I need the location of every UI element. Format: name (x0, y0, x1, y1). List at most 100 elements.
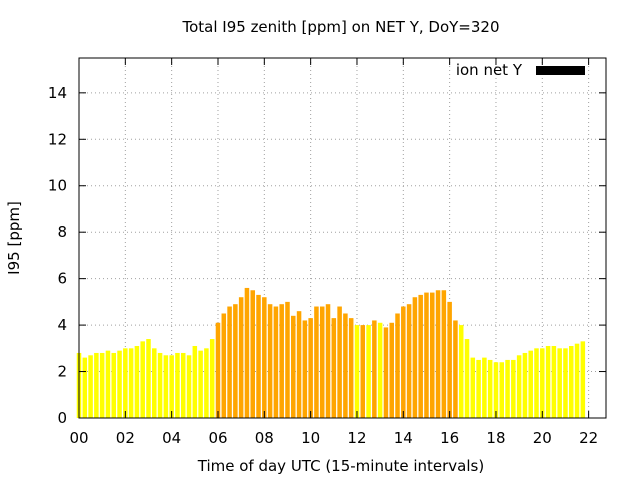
bar (198, 350, 203, 418)
bar (157, 352, 163, 418)
bar (302, 320, 308, 418)
x-tick-label: 02 (116, 429, 135, 447)
bar (487, 359, 493, 418)
x-tick-label: 04 (162, 429, 181, 447)
bar (522, 352, 528, 418)
bar (568, 346, 574, 418)
x-tick-label: 08 (255, 429, 274, 447)
bar (192, 346, 198, 418)
bar (360, 325, 366, 418)
bar (88, 355, 93, 418)
bar (215, 322, 221, 418)
bar (296, 311, 302, 418)
bar (204, 348, 209, 418)
bar (94, 352, 99, 418)
bar (331, 318, 337, 418)
bar (152, 348, 157, 418)
bar (238, 297, 244, 418)
y-tick-label: 6 (57, 270, 67, 288)
x-tick-label: 20 (533, 429, 552, 447)
x-tick-label: 00 (69, 429, 88, 447)
bar (221, 313, 227, 418)
y-tick-label: 12 (48, 130, 67, 148)
bar (82, 357, 88, 418)
bar (343, 313, 348, 418)
bar (308, 318, 313, 418)
bar (279, 304, 284, 418)
bar (105, 350, 111, 418)
bar (389, 322, 394, 418)
x-tick-label: 16 (440, 429, 459, 447)
bar (348, 318, 354, 418)
bar (435, 290, 441, 418)
legend-label: ion net Y (456, 61, 523, 79)
bar (406, 304, 412, 418)
bar (499, 362, 505, 418)
bar (441, 290, 447, 418)
bar (250, 290, 255, 418)
bar (447, 301, 452, 418)
y-tick-label: 10 (48, 177, 67, 195)
bar (418, 294, 423, 418)
bar (464, 339, 470, 418)
bar (430, 292, 435, 418)
bar (140, 341, 145, 418)
bar (563, 348, 568, 418)
bar (256, 294, 261, 418)
bar (117, 350, 122, 418)
bar (169, 355, 174, 418)
x-tick-label: 06 (208, 429, 227, 447)
axes (78, 57, 607, 419)
x-tick-label: 12 (347, 429, 366, 447)
bar (325, 304, 331, 418)
bar (551, 346, 557, 418)
bar (267, 304, 273, 418)
bar (273, 306, 279, 418)
bar (233, 304, 238, 418)
bar (227, 306, 232, 418)
bar (146, 339, 151, 418)
bars (76, 287, 586, 418)
bar (163, 355, 169, 418)
y-tick-label: 0 (57, 409, 67, 427)
bar (424, 292, 429, 418)
legend: ion net Y (456, 61, 585, 79)
bar (377, 322, 383, 418)
bar (528, 350, 533, 418)
bar (412, 297, 418, 418)
bar (285, 301, 290, 418)
bar (511, 359, 516, 418)
bar (516, 355, 522, 418)
bar (111, 352, 117, 418)
x-tick-label: 22 (579, 429, 598, 447)
bar (534, 348, 539, 418)
y-axis-label: I95 [ppm] (5, 201, 23, 275)
bar (505, 359, 510, 418)
y-tick-label: 8 (57, 223, 67, 241)
bar (383, 327, 389, 418)
x-axis-label: Time of day UTC (15-minute intervals) (197, 457, 484, 475)
bar (482, 357, 487, 418)
bar (134, 346, 140, 418)
bar (99, 352, 105, 418)
bar (354, 325, 360, 418)
bar (458, 325, 464, 418)
bar (401, 306, 406, 418)
bar (372, 320, 377, 418)
bar (209, 339, 215, 418)
bar (574, 343, 580, 418)
bar (476, 359, 481, 418)
bar (180, 352, 186, 418)
bar (175, 352, 180, 418)
bar (123, 348, 128, 418)
bar (470, 357, 476, 418)
bar (128, 348, 134, 418)
bar (557, 348, 562, 418)
bar (366, 325, 371, 418)
bar (314, 306, 319, 418)
x-tick-label: 18 (486, 429, 505, 447)
y-tick-label: 14 (48, 84, 67, 102)
y-tick-label: 2 (57, 363, 67, 381)
